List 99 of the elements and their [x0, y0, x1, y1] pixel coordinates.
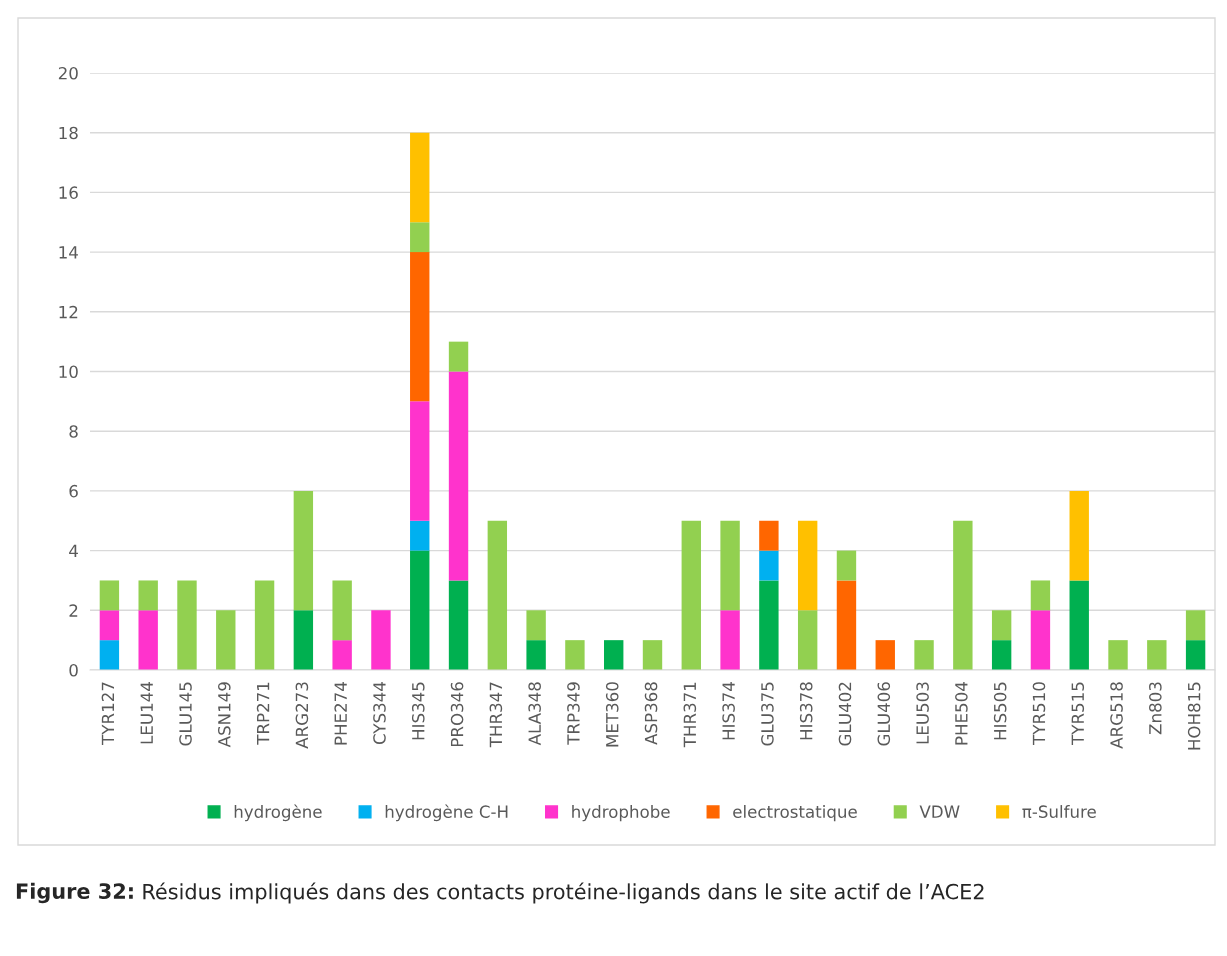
bar [410, 252, 430, 402]
bar [681, 520, 701, 670]
x-tick-label: GLU145 [179, 682, 192, 746]
bar [720, 610, 740, 670]
x-tick-label: TRP271 [256, 682, 270, 745]
x-tick-label: HIS374 [722, 682, 735, 740]
y-tick-label: 6 [69, 484, 78, 498]
bar [410, 401, 430, 521]
x-tick-label: ASN149 [218, 682, 231, 748]
bar [953, 520, 973, 670]
bar [991, 610, 1012, 641]
x-tick-label: HIS345 [411, 682, 425, 740]
bar [1069, 580, 1089, 670]
bar [759, 520, 779, 551]
bar [1030, 610, 1051, 670]
x-tick-label: TYR127 [101, 682, 114, 745]
x-tick-label: THR347 [489, 682, 503, 748]
bar [875, 640, 895, 670]
x-tick-label: Zn803 [1149, 682, 1162, 735]
x-tick-label: ARG518 [1110, 682, 1123, 749]
x-tick-label: TYR515 [1071, 682, 1085, 745]
bar [642, 640, 663, 670]
x-tick-label: HIS505 [993, 682, 1007, 740]
bar [1147, 640, 1167, 670]
y-tick-label: 0 [69, 663, 78, 677]
bar [410, 222, 430, 253]
bar [448, 371, 469, 581]
legend-label: hydrogène C-H [385, 804, 508, 822]
bar [1185, 640, 1206, 670]
bar [797, 520, 818, 611]
bar [836, 580, 857, 670]
bar [332, 580, 352, 641]
y-tick-label: 4 [69, 544, 78, 557]
x-tick-label: GLU406 [877, 682, 891, 746]
bar [293, 490, 314, 611]
y-tick-label: 8 [69, 425, 78, 438]
legend-label: hydrophobe [572, 805, 670, 822]
bar [332, 640, 352, 670]
bar [1185, 610, 1206, 641]
bar [720, 520, 740, 611]
bar [410, 520, 430, 551]
bar [836, 550, 857, 581]
y-tick-label: 2 [69, 604, 78, 617]
text: Résidus impliqués dans des contacts protéine-ligands dans le site actif de l’ACE2 [143, 882, 984, 904]
bar [759, 550, 779, 581]
bar [448, 580, 469, 670]
x-tick-label: GLU375 [761, 682, 774, 746]
x-tick-label: TRP349 [567, 682, 580, 745]
bar [759, 580, 779, 670]
legend-label: VDW [919, 805, 960, 818]
x-tick-label: THR371 [683, 682, 697, 748]
y-tick-label: 16 [59, 186, 78, 199]
x-tick-label: HIS378 [799, 682, 813, 740]
bar [448, 341, 469, 372]
bar [914, 640, 934, 670]
bar [410, 550, 430, 670]
x-tick-label: TYR510 [1032, 682, 1046, 745]
x-tick-label: PHE504 [955, 682, 968, 745]
x-tick-label: MET360 [605, 682, 619, 747]
bar [604, 640, 624, 670]
x-tick-label: ALA348 [528, 682, 541, 746]
y-tick-label: 12 [59, 305, 78, 319]
x-tick-label: ASP368 [644, 682, 658, 745]
y-tick-label: 18 [59, 126, 78, 140]
y-tick-label: 20 [58, 66, 78, 80]
bar [526, 640, 546, 670]
bar [797, 610, 818, 670]
y-tick-label: 14 [59, 246, 78, 259]
bar [138, 580, 158, 611]
bar [293, 610, 314, 670]
legend-label: hydrogène [234, 804, 322, 822]
bar [1030, 580, 1051, 611]
bar [99, 640, 120, 670]
x-tick-label: HOH815 [1187, 682, 1201, 750]
x-tick-label: CYS344 [373, 682, 386, 745]
x-tick-label: ARG273 [295, 682, 309, 749]
x-tick-label: LEU144 [140, 682, 154, 744]
y-tick-label: 10 [59, 365, 78, 379]
bar [565, 640, 585, 670]
caption: Figure 32: [16, 882, 133, 904]
bar [99, 610, 120, 641]
bar [138, 610, 158, 670]
bar [526, 610, 546, 641]
bar [410, 132, 430, 223]
bar [991, 640, 1012, 670]
bar [371, 610, 391, 670]
bar [216, 610, 236, 670]
legend-label: electrostatique [733, 805, 857, 822]
x-tick-label: PHE274 [334, 682, 347, 745]
x-tick-label: LEU503 [916, 682, 929, 744]
bar [1108, 640, 1128, 670]
bar [99, 580, 120, 611]
x-tick-label: PRO346 [450, 682, 464, 747]
bar [487, 520, 508, 670]
legend-label: π-Sulfure [1022, 805, 1096, 819]
bar [177, 580, 197, 670]
bar [1069, 490, 1089, 581]
x-tick-label: GLU402 [838, 682, 852, 746]
bar [254, 580, 275, 670]
